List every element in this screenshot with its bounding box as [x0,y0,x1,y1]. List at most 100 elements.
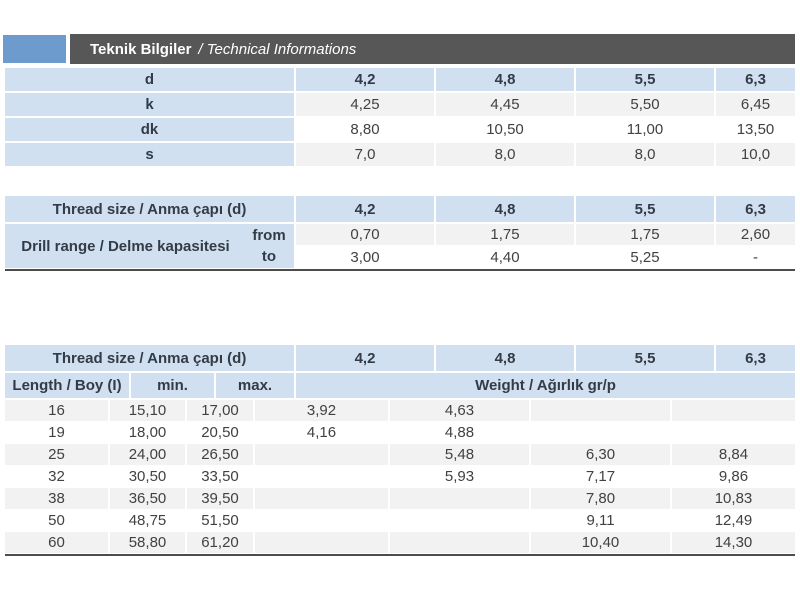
weight-cell [255,510,388,531]
weight-cell: 3,92 [255,400,388,421]
cell: 8,0 [436,143,574,166]
weight-cell [255,532,388,553]
weight-cell: 14,30 [672,532,795,553]
cell: 4,8 [436,68,574,91]
weight-cell [531,422,670,443]
from-row: 0,70 1,75 1,75 2,60 [296,224,795,245]
table-row: d 4,2 4,8 5,5 6,3 [5,68,795,91]
accent-block [3,35,66,63]
row-label: dk [5,118,294,141]
max-header: max. [216,373,294,398]
cell: - [753,249,758,266]
weight-cell: 7,17 [585,468,616,485]
weight-header: Weight / Ağırlık gr/p [296,373,795,398]
max-cell: 26,50 [187,444,253,465]
cell: 7,0 [296,143,434,166]
weight-cell: 8,84 [672,444,795,465]
cell: 6,45 [716,93,795,116]
length-cell: 25 [5,444,108,465]
min-cell: 58,80 [110,532,185,553]
table-row: 16 15,10 17,00 3,92 4,63 [5,400,795,421]
length-cell: 16 [5,400,108,421]
weight-cell [672,400,795,421]
cell: 4,2 [296,196,434,222]
cell: 1,75 [576,224,714,245]
cell: 8,80 [350,121,380,138]
cell: 2,60 [716,224,795,245]
weight-cell [390,532,529,553]
cell: 4,2 [296,68,434,91]
title-turkish: Teknik Bilgiler [90,40,192,58]
cell: 6,3 [716,196,795,222]
max-cell: 61,20 [187,532,253,553]
min-cell: 18,00 [128,424,167,441]
cell: 1,75 [436,224,574,245]
table-header-row: Thread size / Anma çapı (d) 4,2 4,8 5,5 … [5,345,795,371]
weight-cell [390,510,529,531]
cell: 4,8 [436,196,574,222]
weight-cell: 4,63 [390,400,529,421]
cell: 5,25 [630,249,660,266]
weight-cell [390,488,529,509]
cell: 10,0 [716,143,795,166]
drill-range-body: Drill range / Delme kapasitesi from to 0… [5,224,795,268]
max-cell: 51,50 [201,512,239,529]
table-row: dk 8,80 10,50 11,00 13,50 [5,118,795,141]
subheader-row: Length / Boy (I) min. max. Weight / Ağır… [5,373,795,398]
section-title-bar: Teknik Bilgiler / Technical Informations [3,34,795,64]
cell: 3,00 [350,249,380,266]
thread-size-header: Thread size / Anma çapı (d) [5,345,294,371]
cell: 5,50 [576,93,714,116]
cell: 4,2 [296,345,434,371]
weight-cell: 10,40 [531,532,670,553]
cell: 10,50 [486,121,524,138]
table-bottom-border [5,554,795,556]
weight-cell [531,400,670,421]
weight-cell [255,488,388,509]
max-cell: 17,00 [187,400,253,421]
weight-cell: 12,49 [714,512,753,529]
min-cell: 30,50 [128,468,167,485]
cell: 5,5 [576,345,714,371]
length-header: Length / Boy (I) [5,373,129,398]
section-title: Teknik Bilgiler / Technical Informations [70,34,795,64]
min-cell: 36,50 [110,488,185,509]
row-label: k [5,93,294,116]
min-cell: 24,00 [110,444,185,465]
from-label: from [252,227,286,244]
weight-cell: 6,30 [531,444,670,465]
row-label: s [5,143,294,166]
drill-range-label: Drill range / Delme kapasitesi [21,237,230,255]
cell: 6,3 [716,68,795,91]
weight-cell: 10,83 [672,488,795,509]
title-english: / Technical Informations [198,40,357,58]
cell: 4,45 [436,93,574,116]
cell: 6,3 [716,345,795,371]
cell: 4,8 [436,345,574,371]
table-header-row: Thread size / Anma çapı (d) 4,2 4,8 5,5 … [5,196,795,222]
cell: 4,40 [490,249,520,266]
cell: 8,0 [576,143,714,166]
max-cell: 33,50 [201,468,239,485]
cell: 4,25 [296,93,434,116]
table-row: 19 18,00 20,50 4,16 4,88 [5,422,795,443]
length-cell: 19 [48,424,65,441]
to-label: to [261,248,277,265]
table-row: 32 30,50 33,50 5,93 7,17 9,86 [5,466,795,487]
table-row: 25 24,00 26,50 5,48 6,30 8,84 [5,444,795,465]
max-cell: 39,50 [187,488,253,509]
length-cell: 50 [48,512,65,529]
min-cell: 15,10 [110,400,185,421]
table-row: k 4,25 4,45 5,50 6,45 [5,93,795,116]
length-cell: 32 [48,468,65,485]
drill-range-table: Thread size / Anma çapı (d) 4,2 4,8 5,5 … [5,196,795,271]
cell: 13,50 [736,121,775,138]
weight-cell: 5,48 [390,444,529,465]
drill-range-label-cell: Drill range / Delme kapasitesi from to [5,224,294,268]
weight-cell [255,444,388,465]
min-cell: 48,75 [128,512,167,529]
weight-cell: 5,93 [444,468,475,485]
length-cell: 60 [5,532,108,553]
table-bottom-border [5,269,795,271]
to-row: 3,00 4,40 5,25 - [296,247,795,268]
